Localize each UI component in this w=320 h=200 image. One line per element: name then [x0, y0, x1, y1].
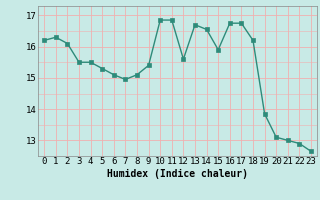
X-axis label: Humidex (Indice chaleur): Humidex (Indice chaleur) [107, 169, 248, 179]
